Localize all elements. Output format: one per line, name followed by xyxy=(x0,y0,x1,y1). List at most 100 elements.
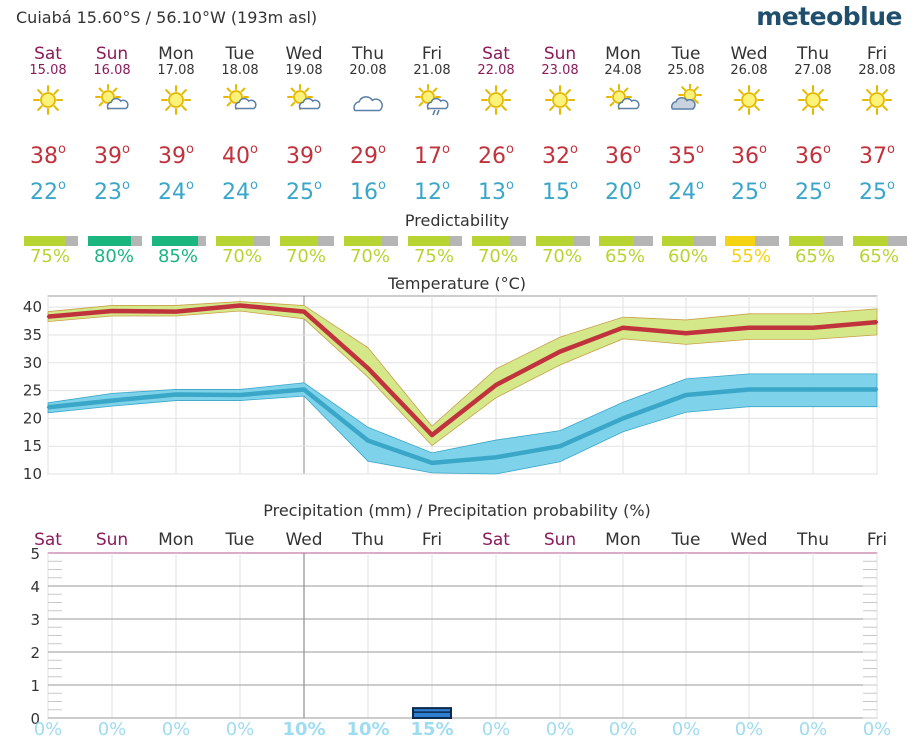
sun-icon xyxy=(545,85,575,115)
precipitation-bar xyxy=(412,707,452,720)
precipitation-day-label: Mon xyxy=(605,530,641,550)
min-temperature: 25o xyxy=(286,178,322,205)
predictability-bar xyxy=(853,236,907,246)
predictability-value: 75% xyxy=(29,246,70,267)
min-temperature: 20o xyxy=(605,178,641,205)
min-temperature-point xyxy=(302,388,306,391)
max-temperature-point xyxy=(494,383,498,387)
max-temperature-point xyxy=(684,332,688,335)
day-column[interactable]: Thu 27.08 36o 25o xyxy=(781,44,845,214)
min-temperature-point xyxy=(747,388,751,391)
temperature-ytick-label: 15 xyxy=(23,437,42,455)
day-column[interactable]: Wed 19.08 39o 25o xyxy=(272,44,336,214)
max-temperature: 36o xyxy=(605,142,641,169)
predictability-value: 80% xyxy=(93,246,134,267)
precipitation-day-label: Fri xyxy=(422,530,442,550)
precipitation-probability: 15% xyxy=(410,719,453,740)
temperature-ytick-label: 30 xyxy=(23,354,42,372)
predictability-value: 70% xyxy=(477,246,518,267)
precipitation-probability: 0% xyxy=(226,719,255,740)
sun-cloud-rain-icon xyxy=(415,84,449,116)
precipitation-day-label: Sat xyxy=(482,530,510,550)
max-temperature-point xyxy=(747,326,751,329)
max-temperature-value: 29 xyxy=(350,144,379,169)
max-temperature: 35o xyxy=(668,142,704,169)
temperature-ytick-label: 35 xyxy=(23,326,42,344)
day-column[interactable]: Tue 25.08 35o 24o xyxy=(654,44,718,214)
day-column[interactable]: Wed 26.08 36o 25o xyxy=(717,44,781,214)
min-temperature-value: 23 xyxy=(94,180,123,205)
min-temperature-point xyxy=(430,461,434,465)
day-column[interactable]: Fri 28.08 37o 25o xyxy=(845,44,909,214)
precipitation-probability: 0% xyxy=(735,719,764,740)
min-temperature-value: 16 xyxy=(350,180,379,205)
min-temperature: 22o xyxy=(30,178,66,205)
sun-icon xyxy=(481,85,511,115)
predictability-item: 80% xyxy=(88,236,152,270)
day-column[interactable]: Tue 18.08 40o 24o xyxy=(208,44,272,214)
max-temperature-point xyxy=(238,304,242,307)
predictability-bar xyxy=(789,236,843,246)
predictability-bar xyxy=(472,236,526,246)
day-date: 25.08 xyxy=(667,63,705,78)
max-temperature-value: 26 xyxy=(478,144,507,169)
day-column[interactable]: Sun 16.08 39o 23o xyxy=(80,44,144,214)
predictability-value: 70% xyxy=(221,246,262,267)
max-temperature-value: 39 xyxy=(158,144,187,169)
max-temperature-point xyxy=(811,326,815,329)
day-name: Fri xyxy=(421,44,443,64)
precipitation-probability: 0% xyxy=(546,719,575,740)
day-date: 27.08 xyxy=(794,63,832,78)
day-column[interactable]: Mon 17.08 39o 24o xyxy=(144,44,208,214)
min-temperature-value: 12 xyxy=(414,180,443,205)
max-temperature-value: 36 xyxy=(795,144,824,169)
predictability-item: 70% xyxy=(216,236,280,270)
max-temperature-value: 17 xyxy=(414,144,443,169)
precipitation-probability: 0% xyxy=(863,719,892,740)
precipitation-day-label: Sun xyxy=(544,530,576,550)
day-column[interactable]: Sun 23.08 32o 15o xyxy=(528,44,592,214)
precipitation-probability: 0% xyxy=(482,719,511,740)
day-column[interactable]: Thu 20.08 29o 16o xyxy=(336,44,400,214)
min-temperature: 13o xyxy=(478,178,514,205)
day-name: Sat xyxy=(34,44,62,64)
day-column[interactable]: Sat 15.08 38o 22o xyxy=(16,44,80,214)
predictability-item: 60% xyxy=(662,236,726,270)
predictability-bar xyxy=(152,236,206,246)
min-temperature-value: 13 xyxy=(478,180,507,205)
precipitation-chart-title: Precipitation (mm) / Precipitation proba… xyxy=(263,501,651,520)
precipitation-day-label: Wed xyxy=(285,530,322,550)
day-column[interactable]: Mon 24.08 36o 20o xyxy=(591,44,655,214)
day-date: 23.08 xyxy=(541,63,579,78)
temperature-ytick-label: 20 xyxy=(23,409,42,427)
day-name: Mon xyxy=(605,44,641,64)
min-temperature: 24o xyxy=(158,178,194,205)
min-temperature-point xyxy=(174,393,178,396)
predictability-bar xyxy=(280,236,334,246)
brand-logo[interactable]: meteoblue xyxy=(756,2,902,31)
temperature-ytick-label: 25 xyxy=(23,382,42,400)
min-temperature: 25o xyxy=(795,178,831,205)
max-temperature: 39o xyxy=(158,142,194,169)
max-temperature-point xyxy=(875,320,879,324)
precipitation-probability: 10% xyxy=(282,719,325,740)
predictability-item: 75% xyxy=(408,236,472,270)
min-temperature-line xyxy=(47,387,877,466)
max-temperature-value: 32 xyxy=(542,144,571,169)
predictability-value: 75% xyxy=(413,246,454,267)
predictability-fill xyxy=(789,236,825,246)
day-date: 20.08 xyxy=(349,63,387,78)
predictability-bar xyxy=(599,236,653,246)
temperature-ytick-label: 10 xyxy=(23,465,42,482)
sun-icon xyxy=(862,85,892,115)
max-temperature: 29o xyxy=(350,142,386,169)
day-column[interactable]: Fri 21.08 17o 12o xyxy=(400,44,464,214)
day-name: Tue xyxy=(671,44,701,64)
day-name: Wed xyxy=(285,44,323,64)
day-name: Tue xyxy=(225,44,255,64)
day-column[interactable]: Sat 22.08 26o 13o xyxy=(464,44,528,214)
sun-icon xyxy=(33,85,63,115)
max-temperature-point xyxy=(366,367,370,370)
min-temperature-value: 25 xyxy=(286,180,315,205)
precipitation-ytick-label: 4 xyxy=(30,578,40,596)
